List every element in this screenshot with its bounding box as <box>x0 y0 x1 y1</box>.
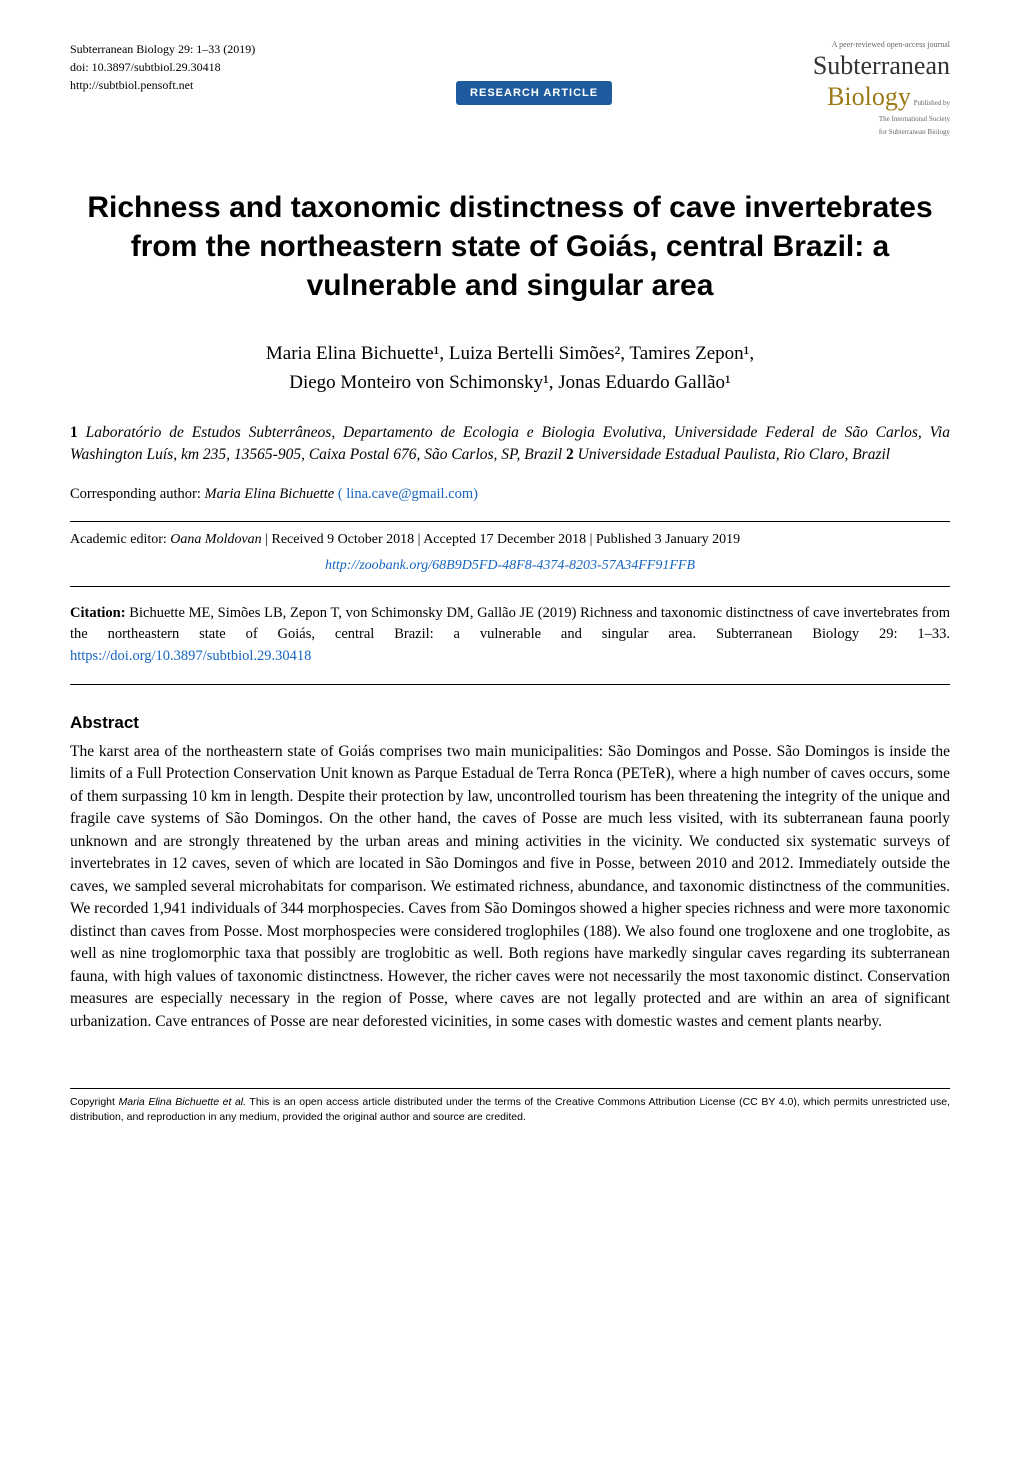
doi-text: doi: 10.3897/subtbiol.29.30418 <box>70 58 255 76</box>
authors-line1: Maria Elina Bichuette¹, Luiza Bertelli S… <box>70 340 950 369</box>
citation-label: Citation: <box>70 605 126 621</box>
corresponding-label: Corresponding author: <box>70 486 205 502</box>
abstract-heading: Abstract <box>70 713 950 733</box>
abstract-body: The karst area of the northeastern state… <box>70 741 950 1033</box>
publication-history: Academic editor: Oana Moldovan | Receive… <box>70 528 950 552</box>
journal-url[interactable]: http://subtbiol.pensoft.net <box>70 76 255 94</box>
journal-name-part1: Subterranean <box>813 51 950 80</box>
page-header: Subterranean Biology 29: 1–33 (2019) doi… <box>70 40 950 138</box>
journal-name-part2: Biology <box>827 82 911 111</box>
journal-info: Subterranean Biology 29: 1–33 (2019) doi… <box>70 40 255 94</box>
corresponding-author: Corresponding author: Maria Elina Bichue… <box>70 486 950 503</box>
article-title: Richness and taxonomic distinctness of c… <box>70 188 950 305</box>
article-type-badge: RESEARCH ARTICLE <box>456 81 612 105</box>
affiliation-number-1: 1 <box>70 424 78 441</box>
journal-citation: Subterranean Biology 29: 1–33 (2019) <box>70 40 255 58</box>
journal-name: Subterranean Biology Published by The In… <box>813 50 950 139</box>
corresponding-email[interactable]: ( lina.cave@gmail.com) <box>338 486 478 502</box>
divider <box>70 684 950 685</box>
authors-line2: Diego Monteiro von Schimonsky¹, Jonas Ed… <box>70 369 950 398</box>
authors: Maria Elina Bichuette¹, Luiza Bertelli S… <box>70 340 950 397</box>
citation-block: Citation: Bichuette ME, Simões LB, Zepon… <box>70 593 950 678</box>
divider <box>70 521 950 522</box>
copyright-footer: Copyright Maria Elina Bichuette et al. T… <box>70 1088 950 1124</box>
journal-logo: A peer-reviewed open-access journal Subt… <box>813 40 950 138</box>
peer-review-label: A peer-reviewed open-access journal <box>813 40 950 50</box>
corresponding-name: Maria Elina Bichuette <box>205 486 335 502</box>
copyright-prefix: Copyright <box>70 1096 119 1108</box>
citation-doi[interactable]: https://doi.org/10.3897/subtbiol.29.3041… <box>70 648 311 664</box>
history-dates: | Received 9 October 2018 | Accepted 17 … <box>262 532 740 547</box>
copyright-author: Maria Elina Bichuette et al. <box>119 1096 247 1108</box>
zoobank-link[interactable]: http://zoobank.org/68B9D5FD-48F8-4374-82… <box>70 552 950 580</box>
affiliations: 1 Laboratório de Estudos Subterrâneos, D… <box>70 422 950 465</box>
editor-name: Oana Moldovan <box>170 532 261 547</box>
editor-label: Academic editor: <box>70 532 170 547</box>
affiliation-number-2: 2 <box>566 446 574 463</box>
citation-text: Bichuette ME, Simões LB, Zepon T, von Sc… <box>70 605 950 643</box>
affiliation-2: Universidade Estadual Paulista, Rio Clar… <box>574 446 890 463</box>
divider <box>70 586 950 587</box>
